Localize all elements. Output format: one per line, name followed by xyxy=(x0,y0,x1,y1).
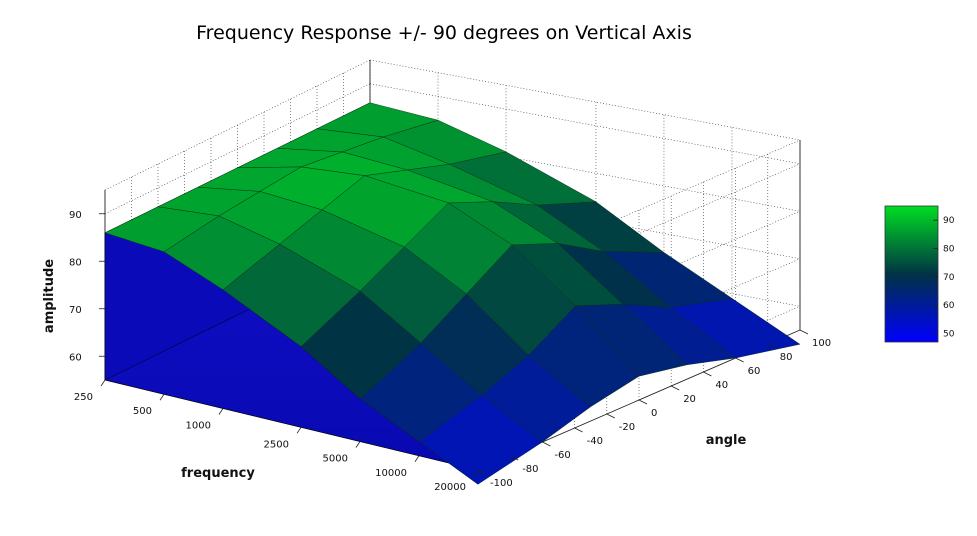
z-tick-label: 90 xyxy=(69,210,82,221)
surface-plot xyxy=(104,102,801,485)
colorbar-tick-label: 50 xyxy=(943,330,955,340)
z-tick-label: 70 xyxy=(69,305,82,316)
x-tick-label: 5000 xyxy=(323,454,348,465)
y-tick-label: 0 xyxy=(651,408,657,419)
y-tick-mark xyxy=(574,427,583,433)
colorbar-ticks: 50 60 70 80 90 xyxy=(933,216,955,340)
x-tick-label: 2500 xyxy=(264,439,289,450)
colorbar-tick-label: 60 xyxy=(943,301,955,311)
y-tick-mark xyxy=(799,329,809,335)
grid-line xyxy=(104,83,371,215)
x-tick-mark xyxy=(218,408,224,415)
y-tick-mark xyxy=(671,385,680,391)
x-axis-label: frequency xyxy=(181,466,255,481)
colorbar-tick-label: 90 xyxy=(943,216,955,226)
x-tick-label: 20000 xyxy=(434,482,466,493)
x-axis-ticks: 250 500 1000 2500 5000 10000 20000 xyxy=(74,379,479,493)
y-tick-mark xyxy=(606,413,615,419)
y-tick-mark xyxy=(703,371,712,377)
x-tick-mark xyxy=(100,379,106,387)
y-tick-label: 80 xyxy=(780,352,793,363)
y-tick-label: -20 xyxy=(619,422,635,433)
x-tick-label: 500 xyxy=(133,406,152,417)
colorbar-gradient xyxy=(884,205,939,343)
x-tick-mark xyxy=(355,441,361,448)
y-tick-mark xyxy=(767,343,776,349)
surface-patch xyxy=(104,206,220,252)
y-tick-label: -60 xyxy=(554,450,570,461)
x-tick-mark xyxy=(296,427,302,434)
z-axis-label: amplitude xyxy=(42,259,57,333)
x-tick-mark xyxy=(473,469,479,477)
y-tick-label: 20 xyxy=(683,394,696,405)
chart-title: Frequency Response +/- 90 degrees on Ver… xyxy=(196,22,692,44)
z-tick-label: 60 xyxy=(69,352,82,363)
x-tick-mark xyxy=(414,455,420,462)
colorbar-tick-label: 70 xyxy=(943,273,955,283)
z-axis-ticks: 60 70 80 90 xyxy=(69,210,105,363)
z-tick-label: 80 xyxy=(69,257,82,268)
y-tick-mark xyxy=(477,469,487,475)
y-tick-mark xyxy=(735,357,744,363)
y-tick-label: 60 xyxy=(748,366,761,377)
y-axis-label: angle xyxy=(706,433,747,448)
y-tick-label: 100 xyxy=(812,338,831,349)
colorbar-tick-label: 80 xyxy=(943,245,955,255)
x-tick-label: 250 xyxy=(74,392,93,403)
y-tick-label: -100 xyxy=(490,478,513,489)
y-tick-label: -80 xyxy=(522,464,538,475)
y-tick-label: 40 xyxy=(715,380,728,391)
x-tick-label: 1000 xyxy=(186,420,211,431)
grid-line xyxy=(369,83,801,165)
grid-line xyxy=(369,59,801,141)
x-tick-label: 10000 xyxy=(375,468,407,479)
y-tick-mark xyxy=(510,455,519,461)
y-tick-label: -40 xyxy=(587,436,603,447)
y-tick-mark xyxy=(542,441,551,447)
colorbar: 50 60 70 80 90 xyxy=(884,205,955,343)
grid-line xyxy=(104,59,371,191)
y-axis-ticks: -100 -80 -60 -40 -20 0 20 40 60 80 100 xyxy=(477,329,831,489)
y-tick-mark xyxy=(638,399,648,405)
x-tick-mark xyxy=(159,394,165,401)
